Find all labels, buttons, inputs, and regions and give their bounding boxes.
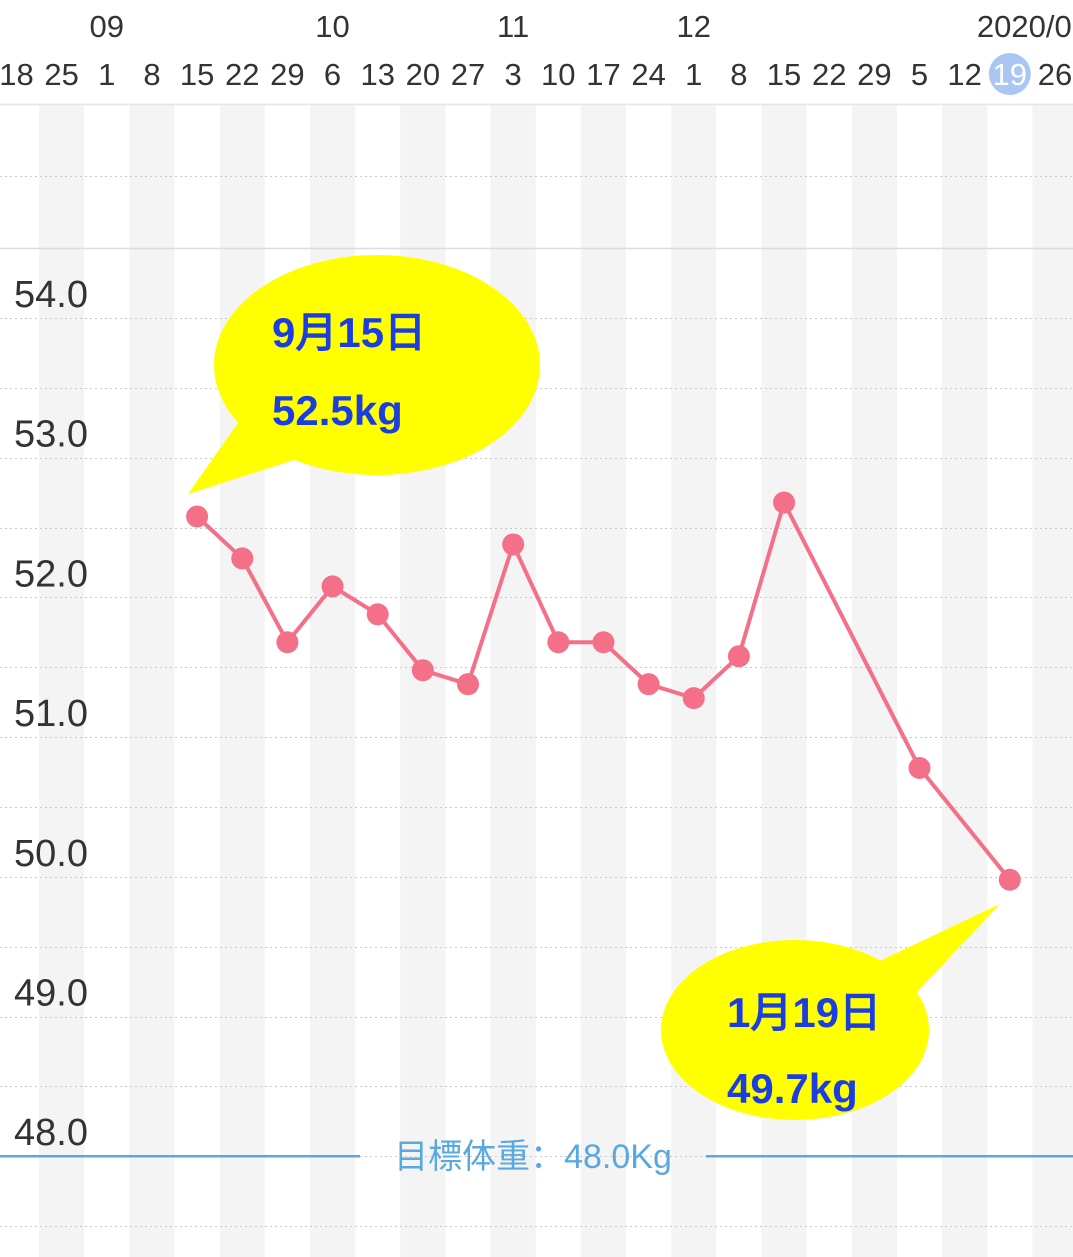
y-tick-label: 48.0	[14, 1112, 88, 1154]
selected-day-marker	[988, 53, 1031, 95]
date-header: 091011122020/011825181522296132027310172…	[0, 0, 1073, 106]
data-point	[186, 505, 209, 528]
callout-date: 9月15日	[272, 309, 426, 356]
callout-tail	[188, 420, 300, 494]
y-tick-label: 47.0	[14, 1252, 88, 1257]
day-label: 3	[505, 57, 522, 92]
y-tick-label: 50.0	[14, 833, 88, 875]
callout-weight: 52.5kg	[272, 387, 403, 434]
y-tick-label: 49.0	[14, 973, 88, 1015]
column-stripe	[490, 105, 536, 1257]
day-label: 1	[685, 57, 702, 92]
data-point	[637, 673, 660, 696]
day-label: 20	[406, 57, 440, 92]
data-point	[727, 645, 750, 668]
callouts: 9月15日 52.5kg 1月19日 49.7kg	[188, 255, 1000, 1120]
data-point	[908, 756, 931, 779]
callout-end: 1月19日 49.7kg	[661, 904, 1000, 1120]
day-label: 22	[225, 57, 259, 92]
column-stripes	[39, 105, 1073, 1257]
column-stripe	[39, 105, 85, 1257]
month-label: 11	[497, 9, 529, 44]
data-point	[276, 631, 299, 654]
day-label: 25	[44, 57, 78, 92]
day-label: 15	[767, 57, 801, 92]
grid-lines	[0, 176, 1073, 1227]
month-label: 12	[677, 9, 711, 44]
data-point	[321, 575, 344, 598]
y-tick-label: 53.0	[14, 414, 88, 456]
column-stripe	[942, 105, 988, 1257]
day-label: 18	[0, 57, 34, 92]
column-stripe	[219, 105, 265, 1257]
day-label: 5	[911, 57, 928, 92]
callout-bubble	[661, 940, 929, 1120]
callout-start: 9月15日 52.5kg	[188, 255, 540, 494]
column-stripe	[580, 105, 627, 1257]
data-point	[682, 687, 705, 710]
day-label: 10	[541, 57, 575, 92]
data-point	[998, 868, 1021, 891]
day-label: 6	[324, 57, 341, 92]
month-label: 09	[90, 9, 124, 44]
day-label: 29	[270, 57, 304, 92]
day-label: 15	[180, 57, 214, 92]
column-stripe	[129, 105, 175, 1257]
day-label: 17	[586, 57, 620, 92]
day-label: 24	[631, 57, 665, 92]
data-point	[592, 631, 615, 654]
data-point	[411, 659, 434, 682]
weight-series	[186, 491, 1021, 891]
callout-bubble	[214, 255, 540, 475]
day-label: 8	[730, 57, 747, 92]
column-stripe	[1032, 105, 1073, 1257]
y-tick-label: 51.0	[14, 693, 88, 735]
data-point	[366, 603, 389, 626]
callout-weight: 49.7kg	[727, 1065, 858, 1112]
goal-label: 目標体重：48.0Kg	[394, 1138, 672, 1176]
day-label: 26	[1038, 57, 1072, 92]
day-label: 12	[947, 57, 981, 92]
month-label: 10	[315, 9, 349, 44]
data-point	[773, 491, 796, 514]
month-label: 2020/01	[977, 9, 1073, 44]
day-label: 29	[857, 57, 891, 92]
y-axis: 54.0 53.0 52.0 51.0 50.0 49.0 48.0 47.0	[14, 274, 88, 1257]
callout-date: 1月19日	[727, 989, 881, 1036]
data-point	[457, 673, 479, 696]
data-point	[231, 547, 254, 570]
series-line	[195, 500, 1012, 881]
goal-line-group: 目標体重：48.0Kg	[0, 1138, 1073, 1176]
data-point	[502, 533, 525, 556]
y-tick-label: 54.0	[14, 274, 88, 316]
day-label: 13	[360, 57, 394, 92]
data-point	[547, 631, 570, 654]
day-label: 19	[993, 57, 1027, 92]
y-tick-label: 52.0	[14, 553, 88, 595]
day-label: 22	[812, 57, 846, 92]
day-label: 27	[451, 57, 485, 92]
header-background	[0, 0, 1073, 104]
day-label: 1	[98, 57, 115, 92]
day-label: 8	[143, 57, 160, 92]
